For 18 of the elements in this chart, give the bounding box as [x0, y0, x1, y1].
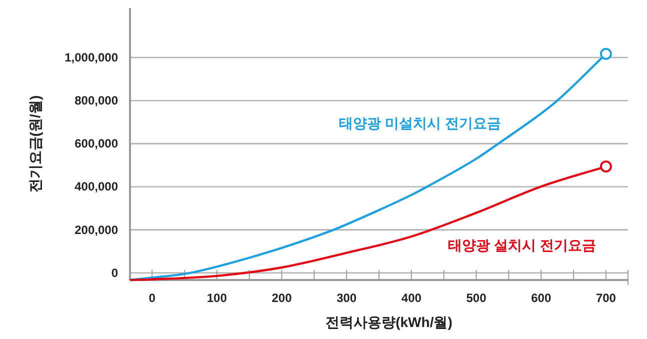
y-tick-label: 400,000 — [74, 180, 118, 194]
x-tick-label: 100 — [206, 291, 228, 305]
y-tick-label: 200,000 — [74, 222, 118, 237]
x-tick-label: 700 — [596, 291, 616, 305]
series-label: 태양광 설치시 전기요금 — [448, 237, 596, 253]
y-tick-label: 1,000,000 — [64, 50, 118, 65]
x-tick-label: 500 — [466, 291, 487, 305]
x-tick-label: 200 — [272, 291, 292, 305]
y-tick-label: 800,000 — [74, 94, 118, 108]
x-axis-title: 전력사용량(kWh/월) — [326, 314, 452, 330]
y-tick-label: 600,000 — [74, 136, 118, 151]
x-tick-label: 300 — [336, 291, 357, 305]
y-axis-title: 전기요금(원/월) — [27, 95, 43, 193]
x-tick-label: 600 — [531, 291, 552, 305]
series-label: 태양광 미설치시 전기요금 — [339, 115, 501, 131]
x-tick-label: 0 — [148, 291, 156, 305]
x-tick-label: 400 — [401, 291, 422, 305]
y-tick-label: 0 — [111, 266, 118, 280]
